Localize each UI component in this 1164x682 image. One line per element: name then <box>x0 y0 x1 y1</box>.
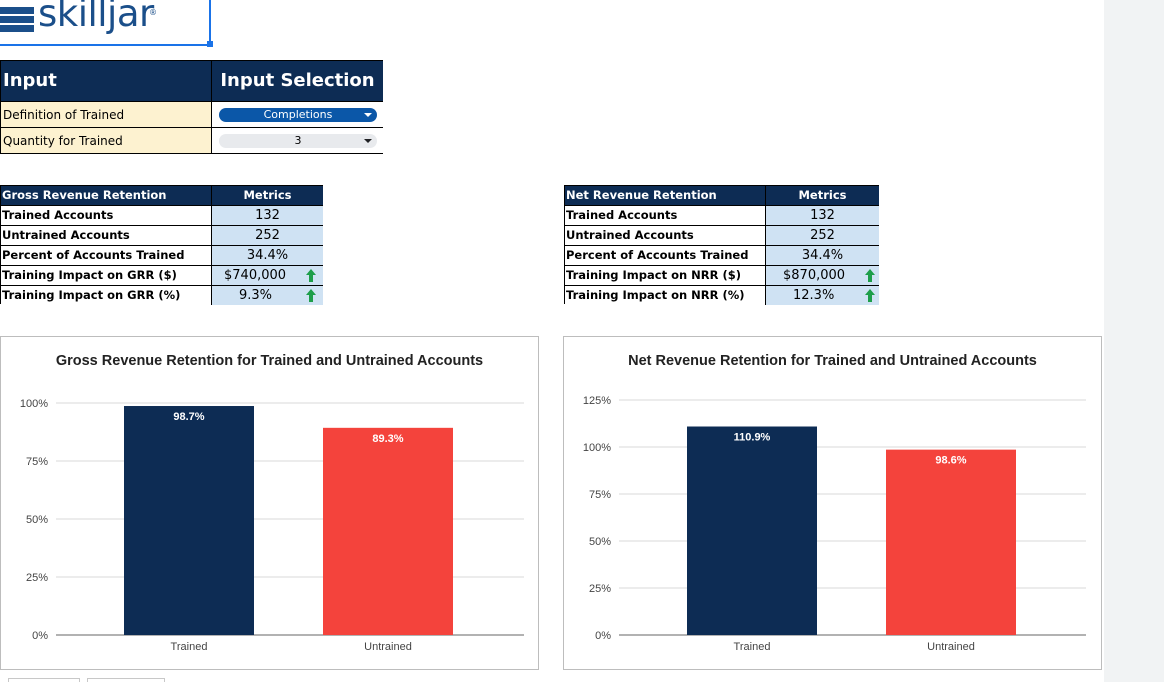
input-header: Input <box>1 61 211 101</box>
grr-row-label: Training Impact on GRR ($) <box>1 265 211 285</box>
nrr-chart[interactable]: Net Revenue Retention for Trained and Un… <box>563 336 1102 670</box>
data-label: 110.9% <box>734 432 771 444</box>
cell-text: 132 <box>255 208 280 223</box>
grr-row-value[interactable]: $740,000 <box>211 265 323 285</box>
grr-row-value[interactable]: 34.4% <box>211 245 323 265</box>
cell-text: 34.4% <box>246 248 289 263</box>
y-tick-label: 50% <box>589 536 611 548</box>
arrow-up-icon <box>865 269 875 282</box>
nrr-row-value[interactable]: $870,000 <box>765 265 879 285</box>
quantity-for-trained-cell[interactable]: 3 <box>211 127 383 153</box>
data-label: 89.3% <box>372 433 403 445</box>
definition-of-trained-label: Definition of Trained <box>1 101 211 127</box>
cell-text: 252 <box>255 228 280 243</box>
grr-chart-plot: 0% 25% 50% 75% 100% 98.7% Trained 89.3% Untraine… <box>20 398 524 653</box>
nrr-row-value[interactable]: 252 <box>765 225 879 245</box>
chevron-down-icon <box>364 139 372 143</box>
grr-row-value[interactable]: 132 <box>211 205 323 225</box>
selection-border <box>209 0 211 44</box>
y-tick-label: 25% <box>26 572 48 584</box>
resize-handle[interactable] <box>207 41 213 47</box>
quantity-for-trained-label: Quantity for Trained <box>1 127 211 153</box>
nrr-row-value[interactable]: 34.4% <box>765 245 879 265</box>
nrr-output-table: Net Revenue Retention Output Metrics Tra… <box>564 185 879 305</box>
definition-of-trained-cell[interactable]: Completions <box>211 101 383 127</box>
grr-output-table: Gross Revenue Retention Output Metrics T… <box>0 185 323 305</box>
cell-text: 252 <box>810 228 835 243</box>
y-tick-label: 100% <box>20 398 48 410</box>
data-label: 98.6% <box>935 455 966 467</box>
grr-chart[interactable]: Gross Revenue Retention for Trained and … <box>0 336 539 670</box>
bar-trained <box>124 406 254 635</box>
nrr-row-label: Untrained Accounts <box>565 225 765 245</box>
chevron-down-icon <box>364 113 372 117</box>
input-selection-header: Input Selection <box>211 61 383 101</box>
bar-untrained <box>323 427 453 635</box>
bar-untrained <box>886 449 1016 635</box>
nrr-row-value[interactable]: 12.3% <box>765 285 879 305</box>
grr-chart-title: Gross Revenue Retention for Trained and … <box>55 353 484 369</box>
y-tick-label: 100% <box>583 442 611 454</box>
sheet-right-gutter <box>1104 0 1164 682</box>
grr-row-label: Training Impact on GRR (%) <box>1 285 211 305</box>
data-label: 98.7% <box>173 411 204 423</box>
definition-of-trained-dropdown[interactable]: Completions <box>219 108 377 122</box>
nrr-row-value[interactable]: 132 <box>765 205 879 225</box>
skilljar-logo[interactable]: skilljar ® <box>0 0 213 47</box>
dropdown-value: 3 <box>294 134 302 147</box>
nrr-row-label: Percent of Accounts Trained <box>565 245 765 265</box>
sheet-tab[interactable] <box>87 678 165 682</box>
nrr-row-label: Training Impact on NRR (%) <box>565 285 765 305</box>
nrr-chart-plot: 0% 25% 50% 75% 100% 125% 110.9% Trained 98.6% Unt… <box>583 395 1086 653</box>
cell-text: $870,000 <box>783 268 846 283</box>
y-tick-label: 50% <box>26 514 48 526</box>
arrow-up-icon <box>306 269 316 282</box>
dropdown-value: Completions <box>263 108 333 121</box>
x-tick-label: Untrained <box>364 641 412 653</box>
x-tick-label: Untrained <box>927 641 975 653</box>
skilljar-logo-icon <box>0 7 34 32</box>
arrow-up-icon <box>865 289 875 302</box>
cell-text: $740,000 <box>224 268 287 283</box>
sheet-tab[interactable] <box>8 678 80 682</box>
quantity-for-trained-dropdown[interactable]: 3 <box>219 134 377 148</box>
nrr-table-title: Net Revenue Retention Output <box>565 186 765 221</box>
logo-trademark: ® <box>149 8 157 17</box>
y-tick-label: 75% <box>589 489 611 501</box>
grr-row-value[interactable]: 9.3% <box>211 285 323 305</box>
input-table: Input Input Selection Definition of Trai… <box>0 60 383 154</box>
cell-text: 132 <box>810 208 835 223</box>
grr-row-label: Percent of Accounts Trained <box>1 245 211 265</box>
nrr-metrics-header: Metrics <box>765 186 879 205</box>
nrr-chart-title: Net Revenue Retention for Trained and Un… <box>628 353 1037 369</box>
y-tick-label: 25% <box>589 583 611 595</box>
nrr-row-label: Training Impact on NRR ($) <box>565 265 765 285</box>
y-tick-label: 0% <box>32 630 48 642</box>
y-tick-label: 0% <box>595 630 611 642</box>
grr-row-value[interactable]: 252 <box>211 225 323 245</box>
grr-table-title: Gross Revenue Retention Output <box>1 186 211 221</box>
grr-metrics-header: Metrics <box>211 186 323 205</box>
nrr-row-label: Trained Accounts <box>565 205 765 225</box>
x-tick-label: Trained <box>171 641 208 653</box>
y-tick-label: 125% <box>583 395 611 407</box>
arrow-up-icon <box>306 289 316 302</box>
grr-row-label: Trained Accounts <box>1 205 211 225</box>
cell-text: 12.3% <box>793 288 835 303</box>
y-tick-label: 75% <box>26 456 48 468</box>
cell-text: 9.3% <box>239 288 273 303</box>
x-tick-label: Trained <box>734 641 771 653</box>
grr-row-label: Untrained Accounts <box>1 225 211 245</box>
bar-trained <box>687 426 817 635</box>
cell-text: 34.4% <box>801 248 844 263</box>
logo-text: skilljar <box>38 0 154 35</box>
